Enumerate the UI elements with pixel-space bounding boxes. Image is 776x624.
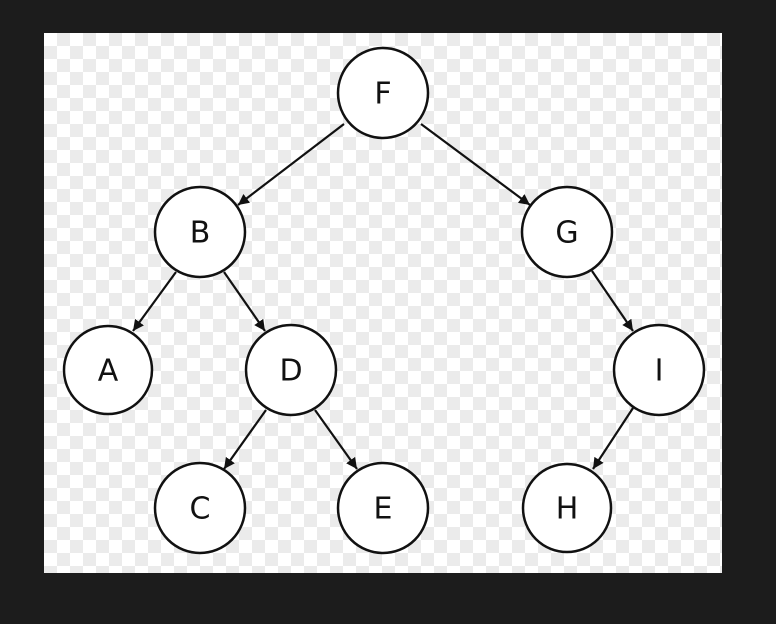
node-circle bbox=[336, 461, 430, 555]
tree-node-d: D bbox=[244, 323, 338, 417]
node-circle bbox=[521, 462, 613, 554]
edges-layer bbox=[132, 123, 634, 470]
tree-node-a: A bbox=[62, 324, 154, 416]
node-circle bbox=[153, 461, 247, 555]
edge-b-a bbox=[132, 271, 177, 332]
node-label-a: A bbox=[98, 354, 119, 389]
node-label-f: F bbox=[374, 77, 391, 112]
node-label-c: C bbox=[190, 492, 211, 527]
node-label-b: B bbox=[190, 216, 211, 251]
nodes-layer: F B G A D I C bbox=[62, 46, 706, 555]
edge-f-g bbox=[420, 123, 531, 206]
node-circle bbox=[520, 185, 614, 279]
edge-i-h bbox=[592, 407, 634, 470]
tree-node-g: G bbox=[520, 185, 614, 279]
tree-node-c: C bbox=[153, 461, 247, 555]
edge-g-i bbox=[591, 270, 634, 332]
node-label-h: H bbox=[556, 492, 579, 527]
tree-node-f: F bbox=[336, 46, 430, 140]
node-circle bbox=[62, 324, 154, 416]
node-label-d: D bbox=[279, 354, 302, 389]
tree-node-i: I bbox=[612, 323, 706, 417]
tree-node-b: B bbox=[153, 185, 247, 279]
node-label-e: E bbox=[374, 492, 393, 527]
edge-b-d bbox=[223, 271, 266, 332]
edge-f-b bbox=[237, 123, 345, 206]
node-circle bbox=[244, 323, 338, 417]
edge-d-c bbox=[223, 409, 267, 470]
node-circle bbox=[336, 46, 430, 140]
node-circle bbox=[153, 185, 247, 279]
tree-node-e: E bbox=[336, 461, 430, 555]
tree-node-h: H bbox=[521, 462, 613, 554]
edge-d-e bbox=[314, 409, 358, 470]
node-circle bbox=[612, 323, 706, 417]
node-label-i: I bbox=[655, 354, 664, 389]
node-label-g: G bbox=[555, 216, 578, 251]
